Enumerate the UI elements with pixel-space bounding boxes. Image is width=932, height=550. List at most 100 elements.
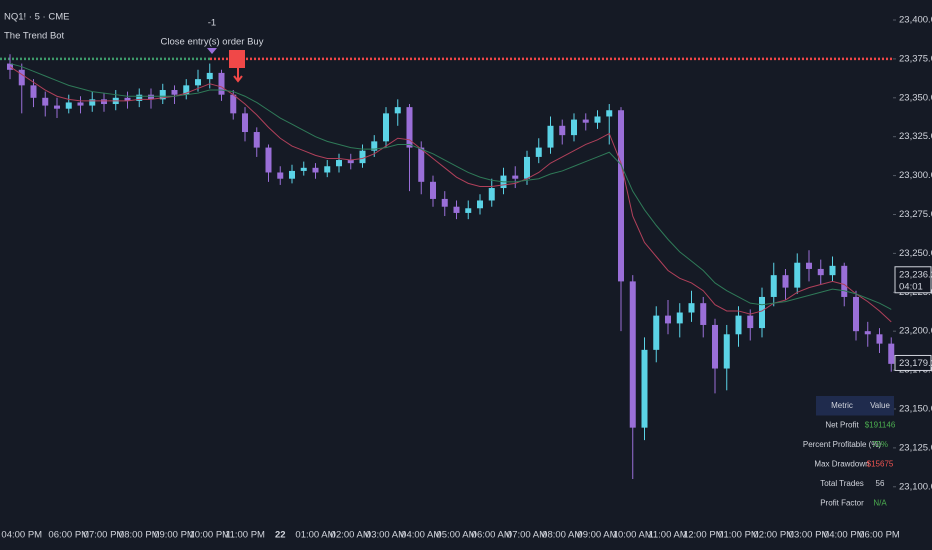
x-tick-label: 05:00 AM [436, 530, 476, 541]
candle-body [582, 119, 589, 123]
candle-body [289, 170, 295, 179]
x-tick-label: 10:00 AM [613, 530, 653, 541]
x-tick-label: 03:00 PM [789, 530, 830, 541]
candle-body [89, 99, 96, 106]
candle-body [336, 160, 342, 167]
chart-title: NQ1! · 5 · CME [4, 12, 69, 23]
buy-marker [207, 48, 217, 54]
x-tick-label: 03:00 AM [366, 530, 406, 541]
candle-body [277, 172, 284, 179]
price-label: 23,179.25 [899, 358, 932, 369]
candle-body [759, 296, 765, 329]
table-cell: Percent Profitable (%) [803, 440, 882, 449]
candle-body [723, 334, 730, 369]
x-tick-label: 01:00 AM [295, 530, 335, 541]
candle-body [441, 198, 448, 207]
candle-body [77, 102, 84, 106]
candle-body [841, 265, 848, 297]
candle-body [641, 349, 648, 428]
x-tick-label: 11:00 PM [225, 530, 265, 541]
y-tick-label: 23,400.00 [899, 15, 932, 26]
y-tick-label: 23,300.00 [899, 170, 932, 181]
candle-body [559, 125, 566, 136]
y-tick-label: 23,150.00 [899, 403, 932, 414]
x-tick-label: 07:00 PM [84, 530, 125, 541]
annotation: Close entry(s) order Buy [161, 37, 264, 48]
candle-body [700, 303, 707, 325]
x-tick-label: 12:00 PM [683, 530, 724, 541]
x-tick-label: 09:00 AM [577, 530, 617, 541]
x-tick-label: 06:00 PM [859, 530, 900, 541]
candle-body [571, 119, 577, 136]
price-label-time: 04:01 [899, 281, 923, 292]
x-tick-label: 10:00 PM [189, 530, 230, 541]
x-tick-label: 08:00 AM [542, 530, 582, 541]
candle-body [394, 107, 401, 114]
x-tick-label: 01:00 PM [718, 530, 759, 541]
candle-body [535, 147, 542, 157]
price-label: 23,236.25 [899, 269, 932, 280]
candle-body [300, 167, 307, 171]
y-tick-label: 23,125.00 [899, 442, 932, 453]
candle-body [312, 167, 319, 173]
candle-body [817, 268, 824, 276]
x-tick-label: 08:00 PM [119, 530, 160, 541]
candle-body [477, 200, 483, 209]
x-tick-label: 06:00 PM [48, 530, 89, 541]
candle-body [101, 99, 107, 105]
candle-body [30, 85, 37, 98]
candle-body [594, 116, 601, 123]
candle-body [618, 110, 624, 282]
sell-marker [229, 50, 245, 68]
candle-body [42, 97, 49, 106]
candle-body [712, 324, 718, 369]
candle-body [653, 315, 660, 350]
candle-body [347, 160, 354, 164]
candle-body [406, 107, 413, 148]
candle-body [864, 331, 871, 335]
candle-body [359, 150, 366, 164]
candle-body [876, 334, 883, 344]
candle-body [488, 188, 495, 201]
candle-body [453, 206, 460, 213]
candle-body [606, 110, 613, 117]
table-cell: N/A [873, 498, 887, 507]
x-tick-label: 07:00 AM [507, 530, 547, 541]
candle-body [218, 72, 225, 95]
candle-body [183, 85, 190, 95]
x-tick-label: 06:00 AM [472, 530, 512, 541]
x-tick-label: 04:00 PM [824, 530, 865, 541]
table-header: Metric [831, 401, 853, 410]
y-tick-label: 23,325.00 [899, 131, 932, 142]
y-tick-label: 23,275.00 [899, 209, 932, 220]
candle-body [829, 265, 836, 276]
price-label-box [894, 354, 932, 371]
candle-body [547, 125, 554, 148]
candle-body [124, 97, 131, 101]
candle-body [888, 343, 895, 364]
candle-body [383, 113, 389, 142]
candle-body [747, 315, 754, 329]
candle-body [136, 94, 143, 101]
table-cell: $15675 [867, 459, 894, 468]
candle-body [159, 90, 166, 100]
candle-body [676, 312, 683, 324]
moving-average [9, 63, 892, 310]
table-cell: 56 [876, 479, 885, 488]
candle-body [171, 90, 178, 95]
candle-body [230, 94, 237, 114]
candle-body [735, 315, 742, 335]
candle-body [688, 303, 695, 313]
y-tick-label: 23,350.00 [899, 92, 932, 103]
candle-body [770, 275, 777, 297]
candle-body [524, 156, 530, 179]
candle-body [148, 94, 154, 100]
candle-body [18, 69, 25, 86]
y-tick-label: 23,375.00 [899, 53, 932, 64]
candle-body [418, 147, 425, 182]
table-cell: Net Profit [825, 420, 859, 429]
candle-body [206, 72, 213, 80]
candle-body [242, 113, 248, 133]
candle-body [782, 275, 789, 288]
